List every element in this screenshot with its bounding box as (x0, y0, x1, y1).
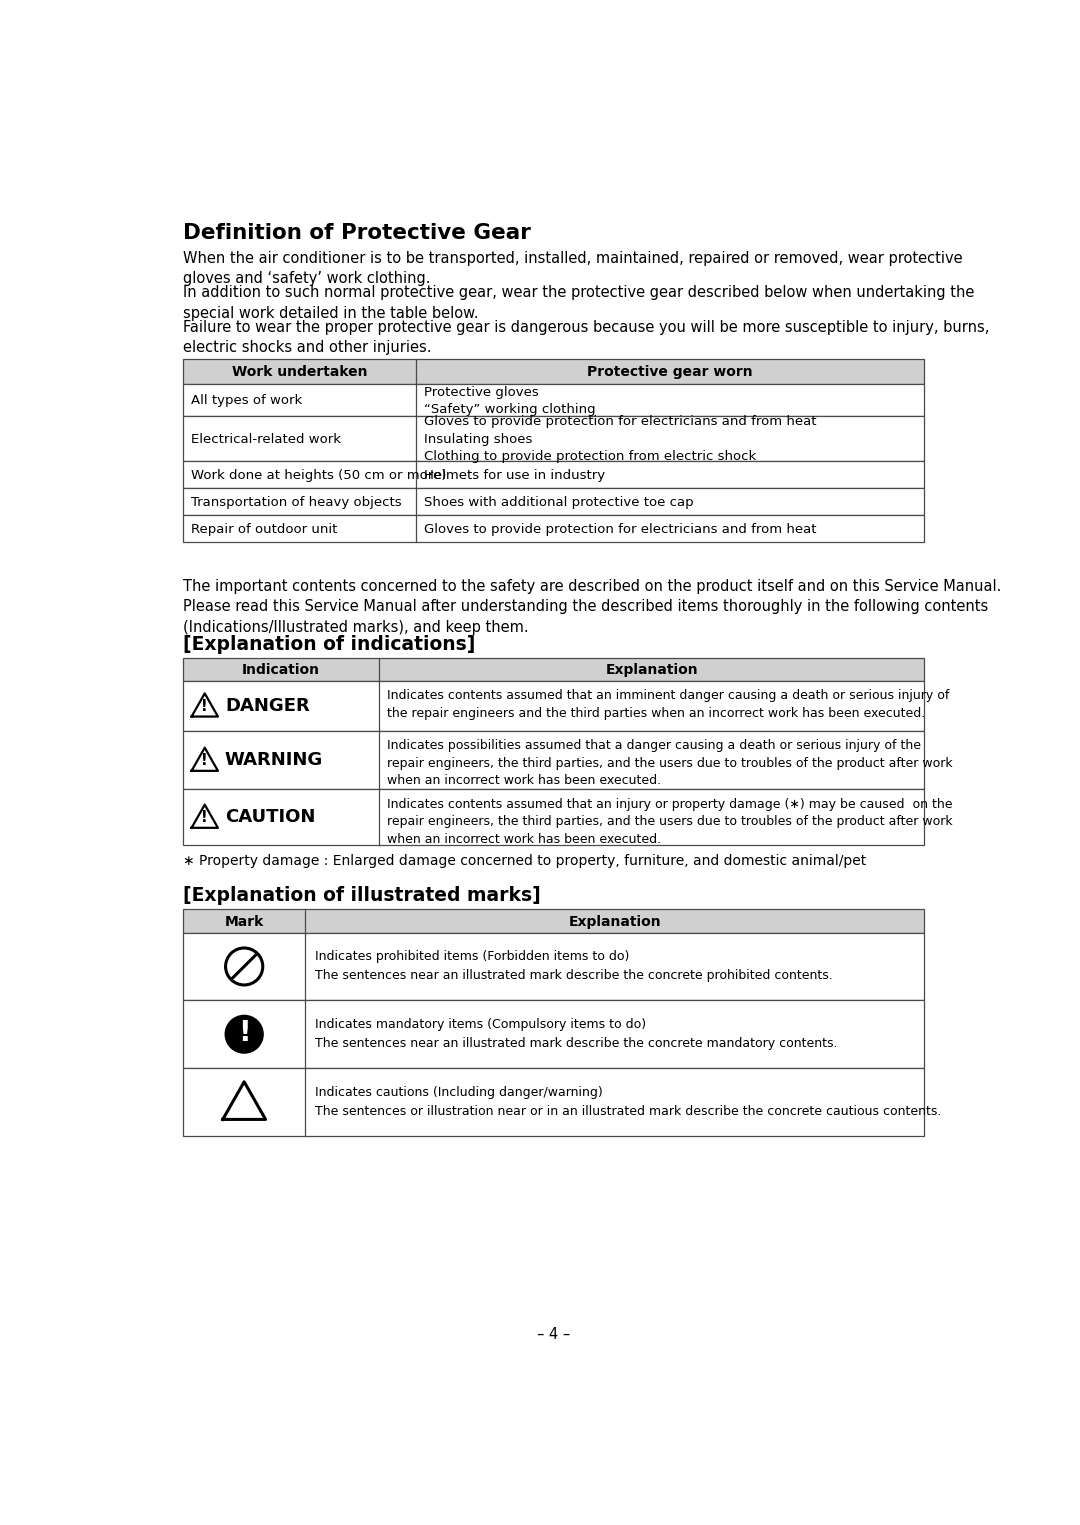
Text: Definition of Protective Gear: Definition of Protective Gear (183, 223, 531, 242)
Bar (183, 488, 924, 515)
Bar (183, 515, 924, 541)
Text: Gloves to provide protection for electricians and from heat
Insulating shoes
Clo: Gloves to provide protection for electri… (424, 415, 816, 464)
Bar (183, 730, 924, 790)
Text: Electrical-related work: Electrical-related work (191, 433, 341, 445)
Text: DANGER: DANGER (225, 697, 310, 715)
Text: Repair of outdoor unit: Repair of outdoor unit (191, 523, 337, 535)
Text: Explanation: Explanation (606, 663, 698, 677)
Text: Indicates mandatory items (Compulsory items to do)
The sentences near an illustr: Indicates mandatory items (Compulsory it… (314, 1019, 837, 1051)
Text: !: ! (238, 1020, 251, 1048)
Text: Transportation of heavy objects: Transportation of heavy objects (191, 496, 402, 509)
Text: When the air conditioner is to be transported, installed, maintained, repaired o: When the air conditioner is to be transp… (183, 250, 962, 287)
Text: Helmets for use in industry: Helmets for use in industry (424, 468, 605, 482)
Polygon shape (191, 805, 218, 828)
Bar (183, 1068, 924, 1136)
Text: Indicates possibilities assumed that a danger causing a death or serious injury : Indicates possibilities assumed that a d… (387, 740, 953, 787)
Text: Indicates cautions (Including danger/warning)
The sentences or illustration near: Indicates cautions (Including danger/war… (314, 1086, 941, 1118)
Text: Protective gloves
“Safety” working clothing: Protective gloves “Safety” working cloth… (424, 386, 596, 416)
Text: – 4 –: – 4 – (537, 1327, 570, 1342)
Text: [Explanation of indications]: [Explanation of indications] (183, 634, 475, 654)
Bar (183, 680, 924, 730)
Text: Indicates contents assumed that an imminent danger causing a death or serious in: Indicates contents assumed that an immin… (387, 689, 949, 720)
Text: Mark: Mark (225, 915, 264, 929)
Bar (183, 360, 924, 384)
Polygon shape (191, 694, 218, 717)
Bar (183, 461, 924, 488)
Text: !: ! (202, 810, 208, 825)
Text: In addition to such normal protective gear, wear the protective gear described b: In addition to such normal protective ge… (183, 285, 974, 320)
Text: Indicates prohibited items (Forbidden items to do)
The sentences near an illustr: Indicates prohibited items (Forbidden it… (314, 950, 833, 982)
Circle shape (226, 1016, 262, 1052)
Text: Work undertaken: Work undertaken (232, 366, 367, 380)
Text: Indicates contents assumed that an injury or property damage (∗) may be caused  : Indicates contents assumed that an injur… (387, 798, 953, 846)
Text: WARNING: WARNING (225, 752, 323, 769)
Text: All types of work: All types of work (191, 395, 302, 407)
Text: Failure to wear the proper protective gear is dangerous because you will be more: Failure to wear the proper protective ge… (183, 320, 989, 355)
Bar (183, 933, 924, 1000)
Bar (183, 909, 924, 933)
Text: The important contents concerned to the safety are described on the product itse: The important contents concerned to the … (183, 580, 1001, 634)
Text: !: ! (202, 698, 208, 714)
Text: Explanation: Explanation (568, 915, 661, 929)
Bar (183, 384, 924, 416)
Text: Work done at heights (50 cm or more): Work done at heights (50 cm or more) (191, 468, 446, 482)
Text: Protective gear worn: Protective gear worn (588, 366, 753, 380)
Text: [Explanation of illustrated marks]: [Explanation of illustrated marks] (183, 886, 541, 906)
Text: Shoes with additional protective toe cap: Shoes with additional protective toe cap (424, 496, 693, 509)
Text: Indication: Indication (242, 663, 320, 677)
Polygon shape (222, 1081, 266, 1119)
Bar (183, 1000, 924, 1068)
Text: ∗ Property damage : Enlarged damage concerned to property, furniture, and domest: ∗ Property damage : Enlarged damage conc… (183, 854, 866, 868)
Bar (183, 657, 924, 680)
Text: !: ! (202, 753, 208, 769)
Text: CAUTION: CAUTION (225, 808, 315, 827)
Polygon shape (191, 747, 218, 770)
Bar (183, 416, 924, 461)
Bar (183, 790, 924, 845)
Text: Gloves to provide protection for electricians and from heat: Gloves to provide protection for electri… (424, 523, 816, 535)
